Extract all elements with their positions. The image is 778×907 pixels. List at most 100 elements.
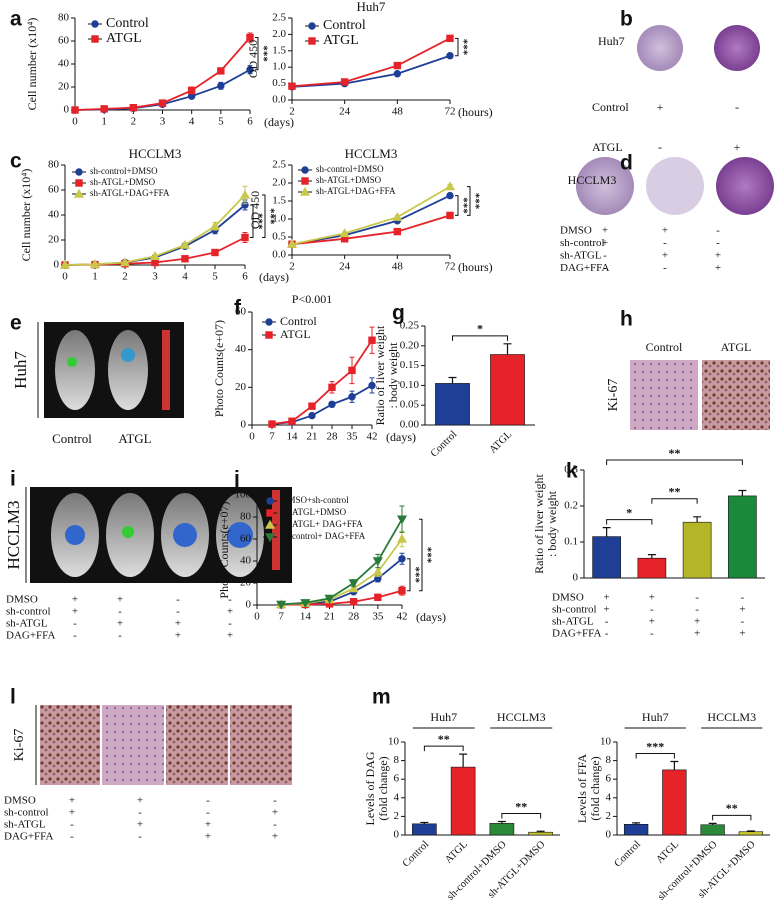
point bbox=[217, 67, 225, 75]
point bbox=[393, 61, 402, 70]
point bbox=[374, 593, 382, 601]
legend-marker bbox=[301, 177, 309, 185]
condition-label: DMSO bbox=[4, 795, 36, 807]
y-axis-label: Cell number (x10⁴) bbox=[19, 169, 33, 262]
y-tick-label: 0.05 bbox=[400, 399, 420, 411]
y-tick-label: 0.5 bbox=[272, 77, 286, 89]
y-tick-label: 20 bbox=[240, 577, 252, 589]
point bbox=[324, 594, 335, 604]
group-label: HCCLM3 bbox=[707, 710, 756, 724]
condition-label: sh-control bbox=[6, 606, 51, 618]
error-bar bbox=[693, 516, 702, 523]
significance-label: *** bbox=[457, 197, 469, 214]
y-tick-label: 0 bbox=[246, 599, 252, 611]
significance-label: *** bbox=[409, 567, 421, 584]
y-tick-label: 80 bbox=[58, 12, 70, 24]
significance-bracket bbox=[419, 518, 423, 592]
point bbox=[288, 417, 296, 425]
series-line bbox=[281, 589, 403, 606]
x-tick-label: 28 bbox=[348, 611, 360, 623]
legend-label: sh-control+DMSO bbox=[90, 166, 158, 176]
condition-sign: + bbox=[604, 592, 610, 604]
y-tick-label: 0.00 bbox=[400, 419, 420, 431]
bar bbox=[682, 521, 712, 579]
condition-label: sh-control bbox=[4, 807, 49, 819]
x-tick-label: 3 bbox=[152, 271, 158, 283]
y-tick-label: 40 bbox=[240, 555, 252, 567]
condition-sign: + bbox=[694, 628, 700, 640]
error-bar bbox=[448, 376, 457, 384]
x-tick-label: 35 bbox=[372, 611, 384, 623]
y-tick-label: 4 bbox=[394, 791, 400, 803]
condition-sign: - bbox=[138, 807, 142, 819]
x-tick-label: 14 bbox=[287, 431, 299, 443]
legend-marker bbox=[264, 519, 276, 529]
point bbox=[446, 52, 454, 60]
condition-sign: - bbox=[716, 225, 720, 237]
y-tick-label: 1.5 bbox=[272, 44, 286, 56]
y-tick-label: 40 bbox=[58, 58, 70, 70]
legend-marker bbox=[265, 331, 273, 339]
y-tick-label: 40 bbox=[48, 209, 60, 221]
point bbox=[396, 533, 408, 543]
series-line bbox=[291, 54, 451, 88]
condition-sign: + bbox=[715, 262, 721, 274]
y-tick-label: 0 bbox=[573, 572, 579, 584]
point bbox=[187, 86, 196, 95]
x-tick-label: 28 bbox=[327, 431, 339, 443]
condition-sign: + bbox=[175, 618, 181, 630]
condition-sign: + bbox=[69, 807, 75, 819]
x-tick-label: 48 bbox=[392, 106, 404, 118]
significance-label: ** bbox=[515, 799, 527, 813]
condition-sign: - bbox=[695, 592, 699, 604]
legend-marker bbox=[91, 20, 99, 28]
panel-letter: f bbox=[234, 297, 242, 320]
legend-label: ATGL bbox=[106, 31, 142, 46]
condition-sign: - bbox=[603, 250, 607, 262]
chart-title: Huh7 bbox=[357, 0, 386, 14]
point bbox=[348, 393, 356, 401]
condition-sign: - bbox=[176, 606, 180, 618]
series-line bbox=[281, 558, 403, 606]
y-tick-label: 0.15 bbox=[400, 359, 420, 371]
panel-letter: e bbox=[10, 312, 22, 335]
panel-letter: l bbox=[10, 686, 16, 709]
significance-bracket bbox=[423, 745, 464, 752]
condition-sign: - bbox=[605, 616, 609, 628]
panel-letter: a bbox=[10, 8, 22, 31]
group-label: Control bbox=[646, 340, 683, 354]
y-tick-label: 0.0 bbox=[272, 249, 286, 261]
condition-sign: + bbox=[602, 237, 608, 249]
significance-label: *** bbox=[457, 39, 469, 56]
condition-sign: + bbox=[739, 604, 745, 616]
y-tick-label: 2.0 bbox=[272, 177, 286, 189]
condition-sign: + bbox=[734, 140, 741, 154]
y-tick-label: 0.1 bbox=[564, 536, 578, 548]
condition-sign: + bbox=[205, 831, 211, 843]
point bbox=[349, 598, 358, 606]
y-tick-label: 6 bbox=[394, 773, 400, 785]
panel-letter: j bbox=[233, 468, 240, 491]
condition-sign: - bbox=[741, 616, 745, 628]
x-tick-label: 7 bbox=[269, 431, 275, 443]
condition-sign: + bbox=[137, 795, 143, 807]
condition-label: DMSO bbox=[552, 592, 584, 604]
condition-label: DMSO bbox=[560, 225, 592, 237]
condition-label: sh-control bbox=[552, 604, 597, 616]
condition-sign: - bbox=[695, 604, 699, 616]
bar bbox=[450, 766, 476, 836]
point bbox=[393, 70, 402, 78]
y-tick-label: 2.5 bbox=[272, 12, 286, 24]
legend-marker bbox=[266, 497, 274, 505]
legend-label: sh-ATGL+ DAG+FFA bbox=[281, 519, 363, 529]
legend-marker bbox=[75, 179, 83, 187]
y-axis-label: : body weight bbox=[386, 342, 400, 409]
panel-letter: c bbox=[10, 150, 22, 173]
significance-label: *** bbox=[646, 739, 664, 753]
x-tick-label: 3 bbox=[160, 116, 166, 128]
x-tick-label: 5 bbox=[212, 271, 218, 283]
condition-label: Control bbox=[592, 100, 629, 114]
legend-label: ATGL bbox=[323, 33, 359, 48]
condition-sign: - bbox=[176, 594, 180, 606]
x-tick-label: 2 bbox=[122, 271, 128, 283]
